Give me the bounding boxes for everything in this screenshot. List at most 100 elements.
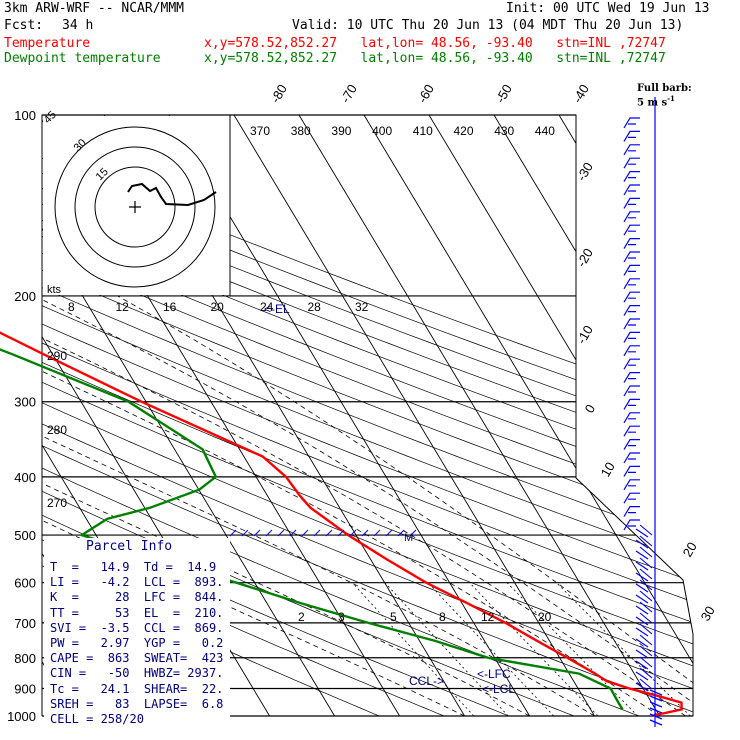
wind-barb — [409, 529, 417, 537]
init-time: Init: 00 UTC Wed 19 Jun 13 — [506, 1, 710, 16]
wind-barb — [635, 612, 653, 626]
wind-barb — [623, 465, 640, 477]
wind-barb — [623, 130, 640, 142]
top-scale-label: 440 — [535, 124, 555, 138]
theta-label: 290 — [47, 349, 67, 363]
dry-adiabat-line — [42, 115, 693, 716]
wind-barb — [623, 157, 640, 169]
lcl-marker: <-LCL — [482, 682, 515, 696]
isotherm-label: -40 — [570, 82, 592, 106]
pressure-tick-label: 900 — [14, 681, 36, 696]
pressure-tick-label: 100 — [14, 108, 36, 123]
wind-barb — [635, 634, 653, 648]
mixing-ratio-label: 12 — [481, 610, 495, 624]
wind-barb — [623, 238, 640, 249]
wind-barb — [623, 345, 640, 357]
wind-barb — [623, 264, 640, 276]
wind-barb — [635, 601, 653, 615]
full-barb-label: Full barb: — [637, 83, 692, 94]
wind-barb — [623, 224, 640, 236]
dry-adiabat-line — [42, 115, 693, 716]
sounding-series — [0, 331, 683, 718]
pressure-tick-label: 500 — [14, 528, 36, 543]
isotherm-label: -80 — [268, 82, 290, 106]
mid-marker: M — [404, 532, 413, 544]
wind-barbs — [229, 97, 663, 727]
wind-barb — [623, 184, 640, 196]
parcel-info-row: PW = 2.97 YGP = 0.2 — [50, 636, 224, 650]
wind-barb — [623, 479, 640, 491]
wind-barb — [623, 452, 640, 464]
isotherm-line — [233, 115, 595, 716]
wind-barb — [635, 546, 653, 560]
parcel-info-row: SREH = 83 LAPSE= 6.8 — [50, 696, 224, 711]
model-title: 3km ARW-WRF -- NCAR/MMM — [4, 1, 185, 16]
top-scale-label: 380 — [291, 124, 311, 138]
isotherm-label: 0 — [582, 402, 599, 416]
dry-adiabat-line — [42, 115, 693, 716]
mixing-ratio-line — [427, 582, 555, 716]
isotherm-line — [558, 115, 693, 716]
dry-adiabat-line — [42, 115, 693, 716]
mid-scale-label: 12 — [116, 300, 130, 314]
isotherm-label: -10 — [574, 323, 596, 347]
parcel-info-row: K = 28 LFC = 844. — [50, 590, 224, 605]
isotherm-label: 30 — [698, 603, 718, 623]
dry-adiabat-line — [42, 115, 693, 716]
lfc-marker: <-LFC — [477, 667, 511, 681]
wind-barb — [649, 707, 663, 714]
wind-barb — [623, 492, 640, 504]
wind-barb — [623, 506, 640, 517]
temperature-location: x,y=578.52,852.27 lat,lon= 48.56, -93.40… — [204, 36, 666, 51]
wind-barb — [623, 412, 640, 424]
parcel-info-row: SVI = -3.5 CCL = 869. — [50, 620, 224, 635]
mid-scale-label: 16 — [163, 300, 177, 314]
mixing-ratio-line — [506, 582, 639, 716]
hodograph-background — [43, 116, 230, 295]
wind-barb — [623, 117, 640, 129]
wind-barb — [289, 529, 297, 537]
wind-barb — [649, 713, 663, 720]
mixing-ratio-line — [556, 582, 691, 716]
pressure-tick-label: 300 — [14, 395, 36, 410]
wind-barb — [623, 251, 640, 263]
mixing-ratio-label: 8 — [439, 610, 446, 624]
hodograph-trace — [127, 182, 217, 207]
wind-barb — [623, 372, 640, 383]
wind-barb — [635, 524, 653, 538]
wind-barb — [649, 689, 663, 696]
mixing-ratio-label: 20 — [538, 610, 552, 624]
wind-barb — [623, 144, 640, 156]
mixing-ratio-label: 5 — [390, 610, 397, 624]
valid-time: Valid: 10 UTC Thu 20 Jun 13 (04 MDT Thu … — [292, 18, 684, 33]
moist-adiabat-line — [42, 295, 530, 716]
wind-barb — [635, 590, 653, 604]
forecast-hour: 34 h — [62, 18, 94, 33]
wind-barb — [301, 529, 309, 537]
mid-scale-label: 8 — [68, 300, 75, 314]
dry-adiabat-line — [42, 115, 693, 716]
wind-barb — [623, 385, 640, 397]
hodograph-ring — [94, 166, 176, 248]
wind-barb — [623, 519, 640, 531]
wind-barb — [253, 529, 261, 537]
wind-barb — [635, 678, 653, 692]
wind-barb — [635, 568, 653, 582]
isotherm-label: -70 — [338, 82, 360, 106]
mixing-ratio-line — [469, 582, 599, 716]
wind-barb — [649, 701, 663, 708]
top-scale-label: 430 — [494, 124, 514, 138]
isotherm-label: 20 — [680, 539, 700, 559]
wind-barb — [635, 535, 653, 549]
wind-barb — [373, 529, 381, 537]
wind-barb — [361, 529, 369, 537]
parcel-info-title: Parcel Info — [86, 539, 173, 554]
top-scale-label: 410 — [413, 124, 433, 138]
pressure-tick-label: 1000 — [7, 709, 36, 724]
mixing-ratio-line — [352, 582, 475, 716]
wind-barb — [623, 291, 640, 303]
ccl-marker: CCL-> — [409, 674, 444, 688]
wind-barb — [623, 171, 640, 182]
isotherm-line — [42, 115, 335, 716]
